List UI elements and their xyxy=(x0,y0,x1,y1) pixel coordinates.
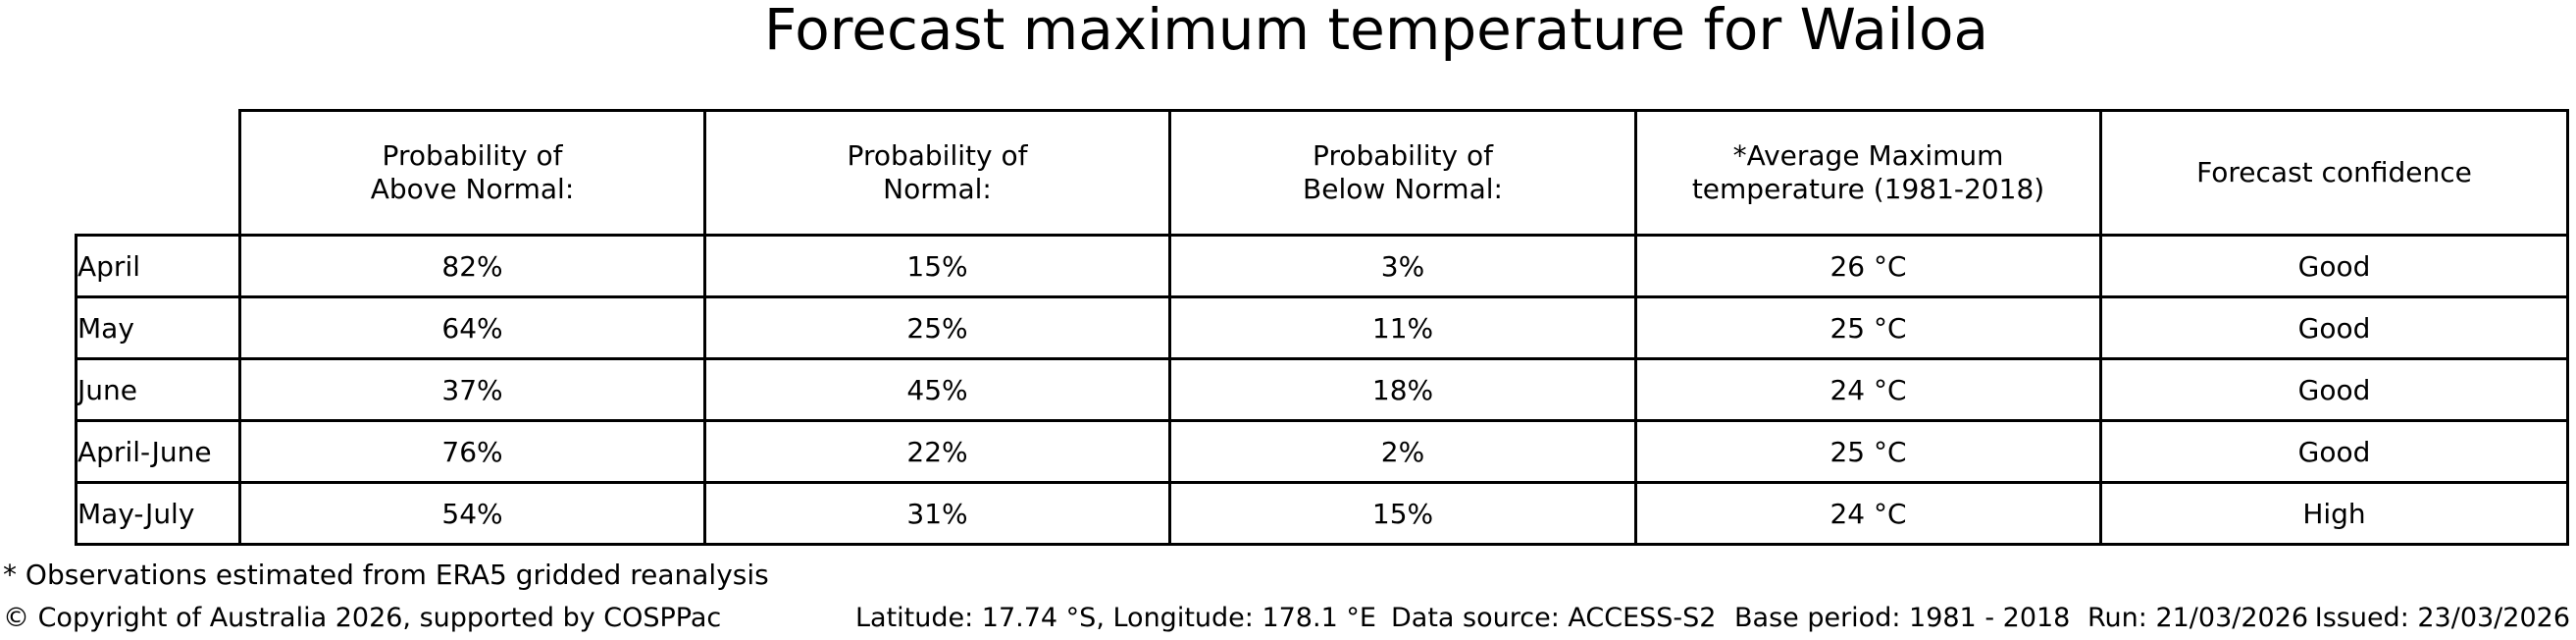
observations-footnote: * Observations estimated from ERA5 gridd… xyxy=(3,559,769,591)
cell-below-normal: 2% xyxy=(1168,419,1637,484)
cell-normal: 22% xyxy=(703,419,1171,484)
cell-above-normal: 76% xyxy=(238,419,706,484)
location-coordinates-text: Latitude: 17.74 °S, Longitude: 178.1 °E xyxy=(855,603,1376,633)
table-row-april: April 82% 15% 3% 26 °C Good xyxy=(75,234,2569,298)
cell-below-normal: 15% xyxy=(1168,481,1637,546)
cell-average-max-temp: 25 °C xyxy=(1634,419,2102,484)
cell-forecast-confidence: Good xyxy=(2099,295,2569,360)
cell-average-max-temp: 24 °C xyxy=(1634,481,2102,546)
cell-normal: 45% xyxy=(703,357,1171,422)
cell-below-normal: 3% xyxy=(1168,234,1637,298)
forecast-table-container: Probability of Above Normal: Probability… xyxy=(75,109,2569,546)
table-row-may: May 64% 25% 11% 25 °C Good xyxy=(75,295,2569,360)
data-source-text: Data source: ACCESS-S2 xyxy=(1391,603,1717,633)
column-header-average-max-temp: *Average Maximum temperature (1981-2018) xyxy=(1634,109,2102,237)
cell-normal: 15% xyxy=(703,234,1171,298)
copyright-text: © Copyright of Australia 2026, supported… xyxy=(3,603,722,633)
table-corner-spacer xyxy=(76,110,240,236)
run-date-text: Run: 21/03/2026 xyxy=(2087,603,2309,633)
cell-normal: 25% xyxy=(703,295,1171,360)
column-header-below-normal: Probability of Below Normal: xyxy=(1168,109,1637,237)
cell-normal: 31% xyxy=(703,481,1171,546)
table-row-june: June 37% 45% 18% 24 °C Good xyxy=(75,357,2569,422)
base-period-text: Base period: 1981 - 2018 xyxy=(1734,603,2071,633)
column-header-forecast-confidence: Forecast confidence xyxy=(2099,109,2569,237)
cell-above-normal: 64% xyxy=(238,295,706,360)
cell-average-max-temp: 24 °C xyxy=(1634,357,2102,422)
table-row-may-july: May-July 54% 31% 15% 24 °C High xyxy=(75,481,2569,546)
cell-above-normal: 82% xyxy=(238,234,706,298)
cell-below-normal: 18% xyxy=(1168,357,1637,422)
cell-forecast-confidence: Good xyxy=(2099,419,2569,484)
page-title: Forecast maximum temperature for Wailoa xyxy=(763,0,1989,63)
cell-above-normal: 54% xyxy=(238,481,706,546)
row-label: June xyxy=(75,357,241,422)
cell-below-normal: 11% xyxy=(1168,295,1637,360)
column-header-above-normal: Probability of Above Normal: xyxy=(238,109,706,237)
issued-date-text: Issued: 23/03/2026 xyxy=(2314,603,2570,633)
row-label: May xyxy=(75,295,241,360)
cell-forecast-confidence: Good xyxy=(2099,357,2569,422)
row-label: April xyxy=(75,234,241,298)
cell-average-max-temp: 25 °C xyxy=(1634,295,2102,360)
cell-forecast-confidence: High xyxy=(2099,481,2569,546)
column-header-normal: Probability of Normal: xyxy=(703,109,1171,237)
table-header-row: Probability of Above Normal: Probability… xyxy=(76,109,2569,237)
row-label: May-July xyxy=(75,481,241,546)
row-label: April-June xyxy=(75,419,241,484)
cell-above-normal: 37% xyxy=(238,357,706,422)
forecast-table: Probability of Above Normal: Probability… xyxy=(75,109,2569,546)
cell-average-max-temp: 26 °C xyxy=(1634,234,2102,298)
cell-forecast-confidence: Good xyxy=(2099,234,2569,298)
table-row-april-june: April-June 76% 22% 2% 25 °C Good xyxy=(75,419,2569,484)
